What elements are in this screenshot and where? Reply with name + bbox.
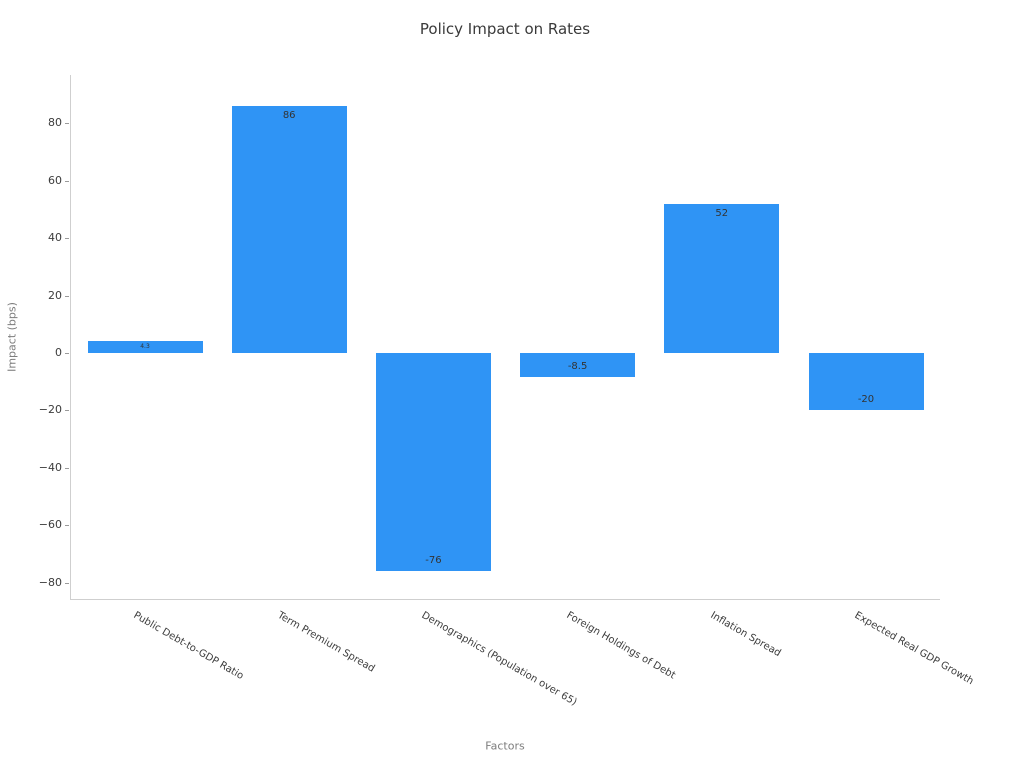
- y-tick-mark: [65, 467, 69, 469]
- y-tick-mark: [65, 582, 69, 584]
- bar-value-label: -20: [857, 394, 875, 406]
- bar: [520, 353, 636, 378]
- y-tick-mark: [65, 410, 69, 412]
- bar-value-label: -8.5: [567, 361, 588, 373]
- x-tick-label: Inflation Spread: [708, 610, 783, 660]
- y-tick-mark: [65, 180, 69, 182]
- y-tick-mark: [65, 525, 69, 527]
- chart-title: Policy Impact on Rates: [419, 20, 591, 38]
- bar: [664, 203, 780, 353]
- y-tick-mark: [65, 123, 69, 125]
- bar-value-label: -76: [425, 555, 442, 567]
- bar: [231, 106, 347, 353]
- bar-value-label: 86: [282, 110, 296, 122]
- x-tick-label: Public Debt-to-GDP Ratio: [131, 610, 246, 683]
- bar-value-label: 52: [715, 207, 729, 219]
- x-tick-label: Term Premium Spread: [275, 610, 377, 675]
- y-axis-title: Impact (bps): [5, 302, 19, 372]
- y-tick-mark: [65, 353, 69, 354]
- x-tick-label: Demographics (Population over 65): [419, 610, 580, 709]
- x-axis-line: [70, 599, 940, 600]
- bar-value-label: 4.3: [140, 342, 150, 350]
- y-axis-line: [70, 75, 71, 600]
- y-tick-label: −60: [38, 518, 62, 532]
- y-tick-label: 40: [48, 231, 62, 245]
- bar: [808, 353, 924, 411]
- y-tick-label: 80: [48, 116, 62, 130]
- bar: [375, 353, 491, 572]
- y-tick-label: 0: [55, 346, 62, 359]
- x-axis-title: Factors: [485, 739, 525, 753]
- x-tick-label: Expected Real GDP Growth: [852, 610, 976, 688]
- y-tick-mark: [65, 238, 69, 240]
- y-tick-label: 20: [48, 288, 62, 302]
- y-tick-label: −40: [38, 460, 62, 474]
- y-tick-mark: [65, 295, 69, 297]
- plot-area: 80 60 40 20 0 −20 −40 −60 −80 4.3 Public Debt-to-G…: [39, 75, 975, 708]
- bar: [87, 340, 203, 353]
- x-tick-label: Foreign Holdings of Debt: [564, 610, 677, 682]
- y-tick-label: −80: [38, 575, 62, 589]
- y-tick-label: −20: [38, 403, 62, 417]
- y-tick-label: 60: [48, 173, 62, 187]
